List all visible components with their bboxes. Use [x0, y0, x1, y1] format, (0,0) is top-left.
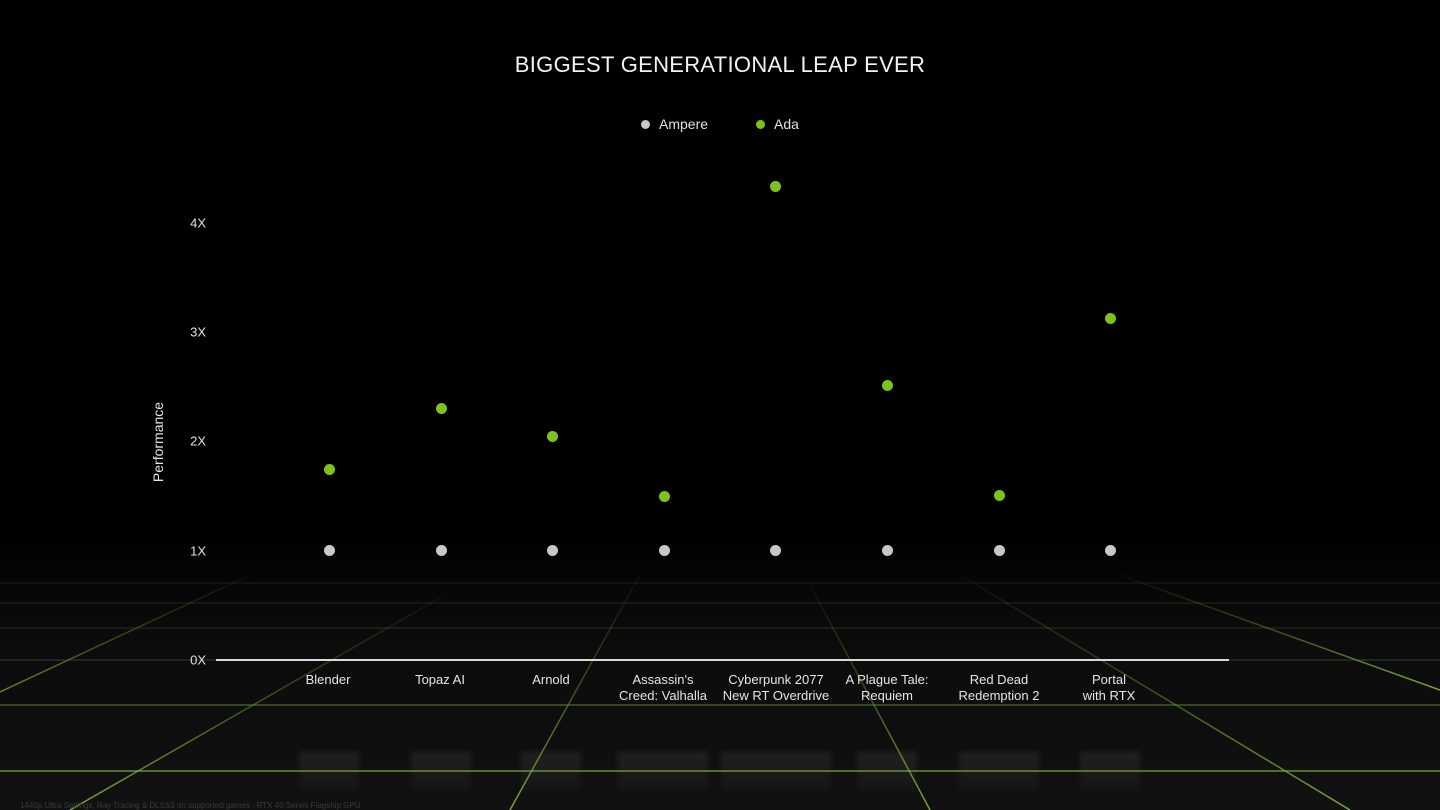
ampere-data-point — [769, 545, 781, 557]
x-category-label: Assassin's Creed: Valhalla — [619, 672, 707, 703]
bar-reflection — [721, 752, 831, 792]
x-category-label: Arnold — [532, 672, 570, 687]
ampere-data-point — [546, 545, 558, 557]
x-axis-line — [216, 659, 1229, 661]
y-tick: 2X — [190, 433, 206, 449]
x-category-label: Topaz AI — [415, 672, 465, 687]
x-category-label: Blender — [305, 672, 351, 687]
footnote: 1440p Ultra Settings, Ray Tracing & DLSS… — [20, 801, 361, 810]
y-tick: 3X — [190, 324, 206, 340]
chart-title: BIGGEST GENERATIONAL LEAP EVER — [514, 52, 926, 77]
ampere-data-point — [1104, 545, 1116, 557]
x-category-label: A Plague Tale: Requiem — [845, 672, 929, 703]
bar-reflection — [1080, 752, 1140, 792]
ada-data-point — [881, 380, 893, 392]
ada-data-point — [993, 489, 1005, 501]
y-tick: 0X — [190, 652, 206, 668]
bar-reflection — [857, 752, 917, 792]
legend-item-ampere: Ampere — [641, 116, 708, 132]
x-category-label: Cyberpunk 2077 New RT Overdrive — [722, 672, 830, 703]
ada-data-point — [658, 490, 670, 502]
legend-label: Ada — [774, 116, 799, 132]
x-category-label: Portal with RTX — [1082, 672, 1136, 703]
legend-label: Ampere — [659, 116, 709, 132]
ampere-data-point — [435, 545, 447, 557]
ampere-data-point — [323, 545, 335, 557]
ada-data-point — [546, 430, 558, 442]
bar-reflection — [299, 752, 359, 792]
chart-legend: Ampere Ada — [0, 116, 1440, 132]
ampere-dot-icon — [641, 119, 651, 129]
y-tick: 1X — [190, 543, 206, 559]
ampere-data-point — [993, 545, 1005, 557]
ada-data-point — [435, 403, 447, 415]
y-tick: 4X — [190, 215, 206, 231]
ada-dot-icon — [756, 119, 766, 129]
legend-item-ada: Ada — [756, 116, 799, 132]
bar-reflection — [521, 752, 581, 792]
ada-data-point — [769, 180, 781, 192]
y-axis-title: Performance — [150, 401, 166, 483]
ampere-data-point — [658, 545, 670, 557]
ada-data-point — [1104, 312, 1116, 324]
ampere-data-point — [881, 545, 893, 557]
bar-reflection — [959, 752, 1039, 792]
x-category-label: Red Dead Redemption 2 — [958, 672, 1040, 703]
bar-reflection — [618, 752, 708, 792]
ada-data-point — [323, 464, 335, 476]
bar-reflection — [411, 752, 471, 792]
